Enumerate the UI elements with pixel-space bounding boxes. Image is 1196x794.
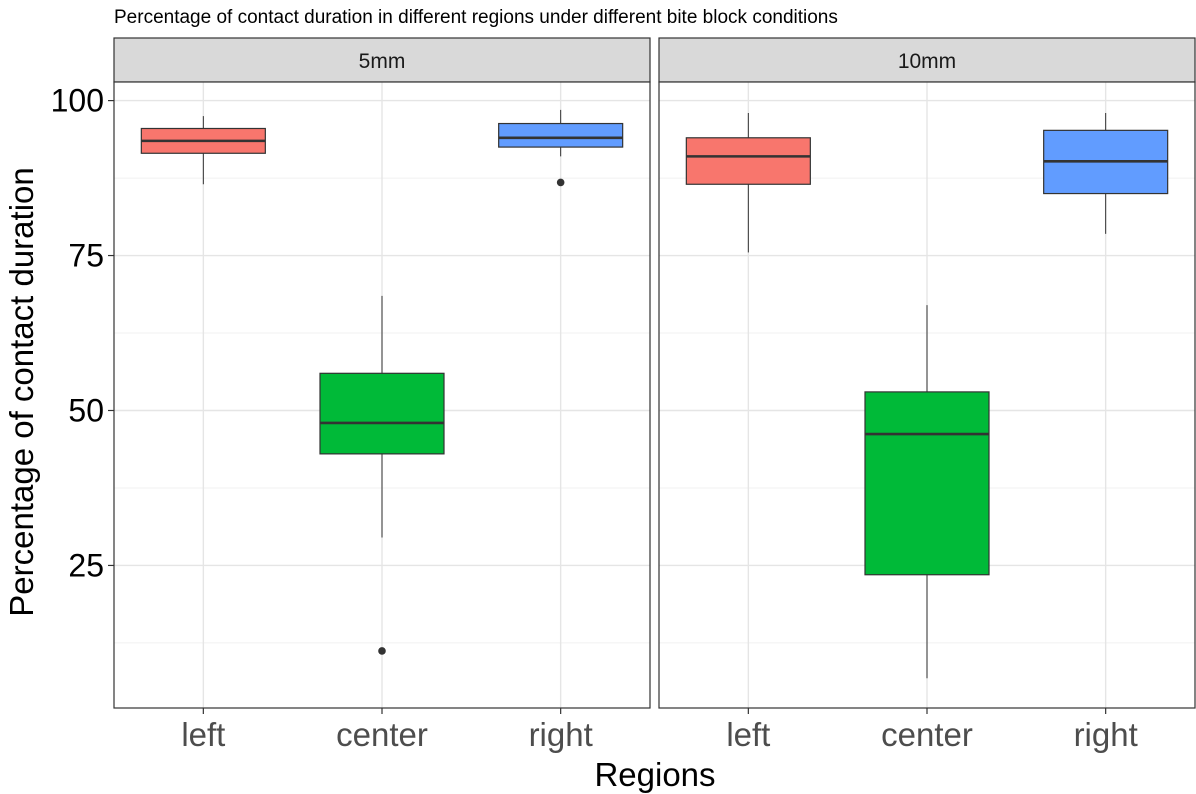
box-left bbox=[140, 116, 266, 185]
box-iqr bbox=[685, 137, 811, 185]
y-tick-label: 50 bbox=[68, 392, 104, 428]
facet-strip bbox=[658, 37, 1196, 83]
y-tick-label: 100 bbox=[51, 83, 104, 119]
x-tick-label: left bbox=[181, 716, 225, 753]
x-tick-label: left bbox=[726, 716, 770, 753]
outlier-point bbox=[556, 178, 565, 187]
chart-title: Percentage of contact duration in differ… bbox=[114, 7, 838, 28]
box-left bbox=[685, 112, 811, 253]
box-right bbox=[498, 109, 624, 187]
x-axis-title: Regions bbox=[594, 756, 715, 793]
x-tick-label: center bbox=[336, 716, 428, 753]
y-tick-label: 25 bbox=[68, 547, 104, 583]
box-center bbox=[319, 295, 445, 655]
box-iqr bbox=[319, 372, 445, 455]
outlier-point bbox=[378, 647, 386, 655]
y-tick-label: 75 bbox=[68, 238, 104, 274]
x-tick-label: right bbox=[529, 716, 593, 753]
box-iqr bbox=[864, 391, 990, 576]
box-center bbox=[864, 305, 990, 679]
y-axis-title: Percentage of contact duration bbox=[3, 167, 40, 616]
y-axis: 25 50 75 100 bbox=[51, 83, 114, 583]
box-right bbox=[1043, 112, 1169, 234]
facet-strip bbox=[113, 37, 651, 83]
x-tick-label: center bbox=[881, 716, 973, 753]
facet-panels: 5mm left center right 10mm left center right bbox=[113, 37, 1196, 753]
facet-panel-5mm: 5mm left center right bbox=[113, 37, 651, 753]
facet-strip-label: 10mm bbox=[898, 50, 956, 73]
box-iqr bbox=[498, 122, 624, 148]
x-tick-label: right bbox=[1074, 716, 1138, 753]
facet-strip-label: 5mm bbox=[359, 50, 406, 73]
facet-panel-10mm: 10mm left center right bbox=[658, 37, 1196, 753]
